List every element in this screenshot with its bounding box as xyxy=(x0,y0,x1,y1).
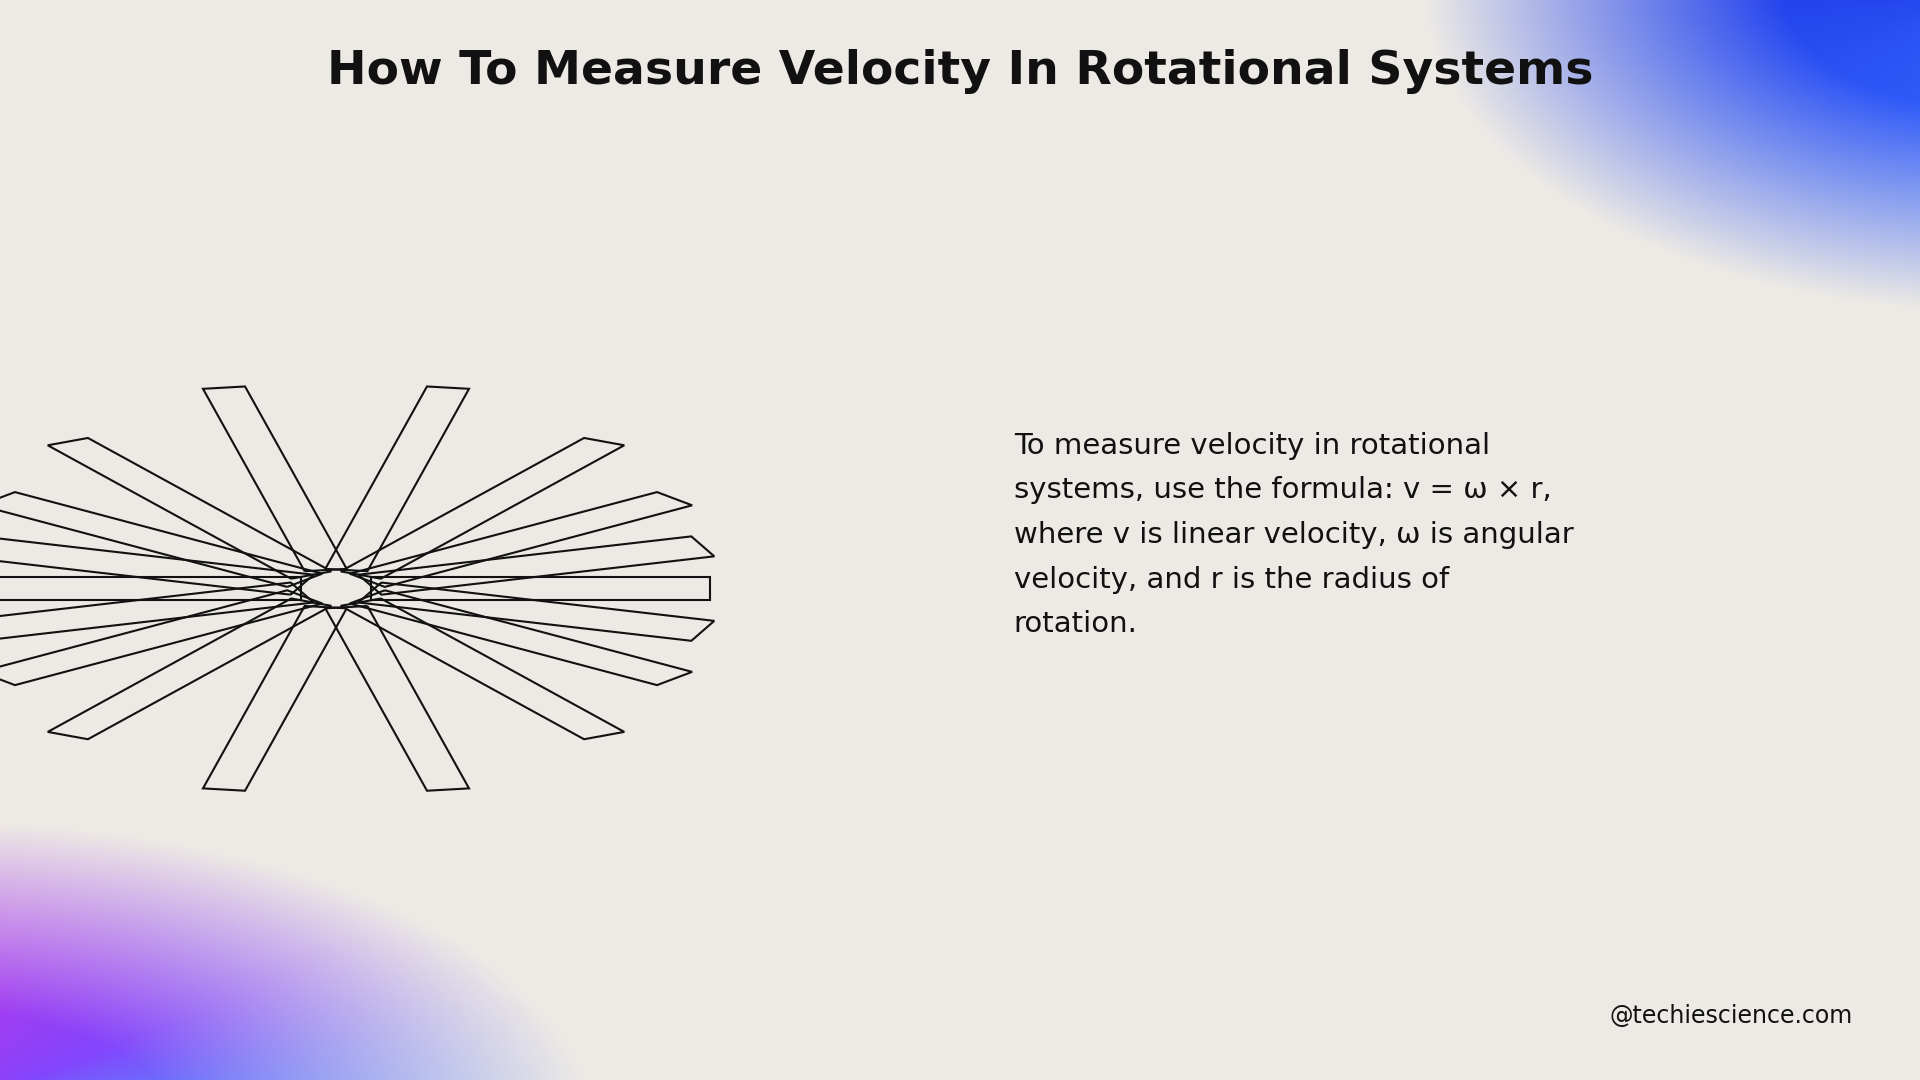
Text: @techiescience.com: @techiescience.com xyxy=(1609,1004,1853,1028)
Text: How To Measure Velocity In Rotational Systems: How To Measure Velocity In Rotational Sy… xyxy=(326,49,1594,94)
Text: To measure velocity in rotational
systems, use the formula: v = ω × r,
where v i: To measure velocity in rotational system… xyxy=(1014,432,1574,638)
